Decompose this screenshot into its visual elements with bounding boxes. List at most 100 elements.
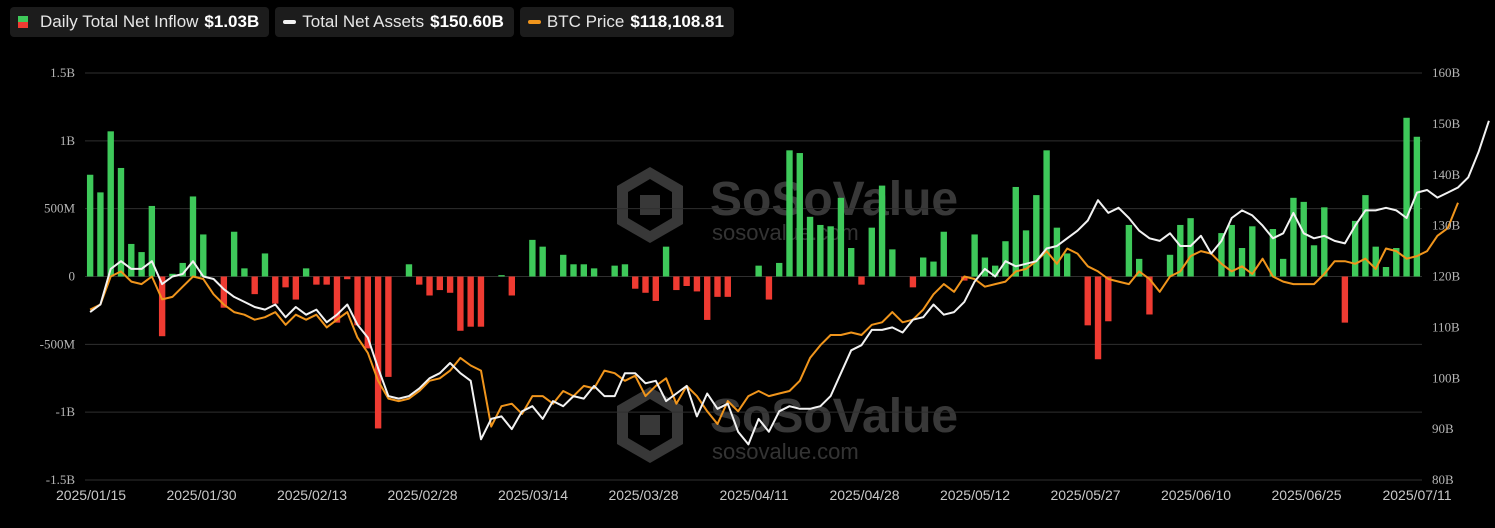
watermark-brand-bottom: SoSoValue	[710, 390, 958, 443]
inflow-bar	[230, 231, 238, 277]
x-axis: 2025/01/15 2025/01/30 2025/02/13 2025/02/28…	[56, 487, 1452, 503]
inflow-bar	[889, 249, 896, 277]
inflow-bar	[662, 246, 670, 277]
left-tick-label: 500M	[44, 201, 76, 216]
inflow-bar	[261, 253, 269, 277]
x-tick-label: 2025/07/11	[1382, 487, 1451, 503]
right-tick-label: 150B	[1432, 116, 1461, 131]
inflow-bar	[652, 276, 659, 301]
legend-inflow-label: Daily Total Net Inflow	[40, 12, 199, 31]
inflow-bar	[426, 276, 433, 296]
inflow-bar	[477, 276, 485, 327]
right-axis: 160B 150B 140B 130B 120B 110B 100B 90B 80B	[1432, 65, 1461, 487]
inflow-bar	[200, 234, 207, 277]
inflow-bar	[673, 276, 680, 291]
inflow-bar	[1177, 224, 1184, 277]
inflow-bar	[1413, 136, 1421, 277]
inflow-bar	[1135, 258, 1143, 277]
inflow-bar	[1372, 246, 1379, 277]
inflow-bar	[148, 205, 156, 277]
x-tick-label: 2025/06/10	[1161, 487, 1231, 503]
inflow-bar	[981, 257, 989, 277]
inflow-bar	[179, 262, 186, 277]
x-tick-label: 2025/03/14	[498, 487, 568, 503]
inflow-bar	[1403, 117, 1410, 277]
legend-btc[interactable]: BTC Price $118,108.81	[519, 7, 734, 37]
x-tick-label: 2025/02/13	[277, 487, 347, 503]
inflow-bar	[241, 268, 248, 277]
inflow-bar	[848, 248, 855, 277]
inflow-bar	[498, 275, 505, 277]
inflow-bar	[302, 268, 310, 277]
inflow-bar	[776, 262, 783, 277]
inflow-bar	[642, 276, 649, 293]
inflow-bar	[909, 276, 917, 288]
inflow-bar	[405, 264, 413, 277]
inflow-bar	[971, 234, 978, 277]
inflow-bar	[560, 254, 567, 277]
inflow-bar	[128, 243, 135, 277]
inflow-bar	[580, 264, 587, 277]
inflow-bar	[354, 276, 361, 326]
inflow-bar	[292, 276, 300, 300]
inflow-bar	[868, 227, 875, 277]
inflow-bar	[920, 257, 927, 277]
inflow-bar	[282, 276, 289, 288]
inflow-bar	[1362, 195, 1369, 277]
x-tick-label: 2025/05/27	[1050, 487, 1120, 503]
inflow-bar	[1105, 276, 1112, 322]
right-tick-label: 80B	[1432, 472, 1454, 487]
watermark-logo-icon	[617, 167, 683, 243]
left-axis: 1.5B 1B 500M 0 -500M -1B -1.5B	[40, 65, 76, 487]
right-tick-label: 100B	[1432, 370, 1461, 385]
inflow-bar	[724, 276, 731, 297]
inflow-bar	[97, 192, 104, 277]
left-tick-label: 1.5B	[50, 65, 75, 80]
inflow-bar	[1269, 229, 1277, 277]
inflow-bar	[457, 276, 464, 331]
legend-assets[interactable]: Total Net Assets $150.60B	[275, 7, 514, 37]
inflow-bar	[1341, 276, 1349, 323]
inflow-bar	[714, 276, 721, 297]
inflow-bar	[251, 276, 258, 295]
x-tick-label: 2025/04/11	[719, 487, 788, 503]
inflow-bar	[138, 252, 145, 277]
inflow-bar	[611, 265, 618, 277]
inflow-bar	[1279, 258, 1287, 277]
x-tick-label: 2025/02/28	[387, 487, 457, 503]
left-tick-label: -1.5B	[46, 472, 76, 487]
inflow-bar	[1125, 224, 1133, 277]
inflow-bar	[827, 226, 834, 277]
inflow-bar	[786, 150, 793, 277]
btc-swatch-icon	[527, 20, 541, 24]
inflow-bar	[992, 265, 999, 277]
inflow-bar	[940, 231, 947, 277]
inflow-bar	[1146, 276, 1153, 315]
inflow-bar	[272, 276, 279, 304]
inflow-bar	[817, 224, 824, 277]
x-tick-label: 2025/06/25	[1271, 487, 1341, 503]
x-tick-label: 2025/05/12	[940, 487, 1010, 503]
inflow-bar	[621, 264, 629, 277]
legend-inflow[interactable]: Daily Total Net Inflow $1.03B	[10, 7, 270, 37]
inflow-bar	[1310, 245, 1318, 277]
inflow-swatch-icon	[18, 16, 28, 28]
inflow-bar	[1321, 207, 1328, 277]
right-tick-label: 120B	[1432, 269, 1461, 284]
inflow-bar	[1290, 197, 1297, 277]
grid	[85, 72, 1422, 481]
left-tick-label: 0	[69, 269, 76, 284]
inflow-bar	[1238, 248, 1246, 277]
inflow-bar	[1351, 220, 1359, 277]
inflow-bar	[436, 276, 444, 291]
inflow-bar	[1228, 224, 1235, 277]
legend-btc-label: BTC Price	[546, 12, 625, 31]
inflow-bar	[1002, 241, 1009, 277]
inflow-bar	[416, 276, 423, 285]
inflow-bar	[1043, 150, 1050, 277]
inflow-bar	[755, 265, 762, 277]
legend-assets-value: $150.60B	[430, 12, 504, 31]
legend: Daily Total Net Inflow $1.03B Total Net …	[10, 7, 734, 37]
inflow-bar	[446, 276, 454, 293]
